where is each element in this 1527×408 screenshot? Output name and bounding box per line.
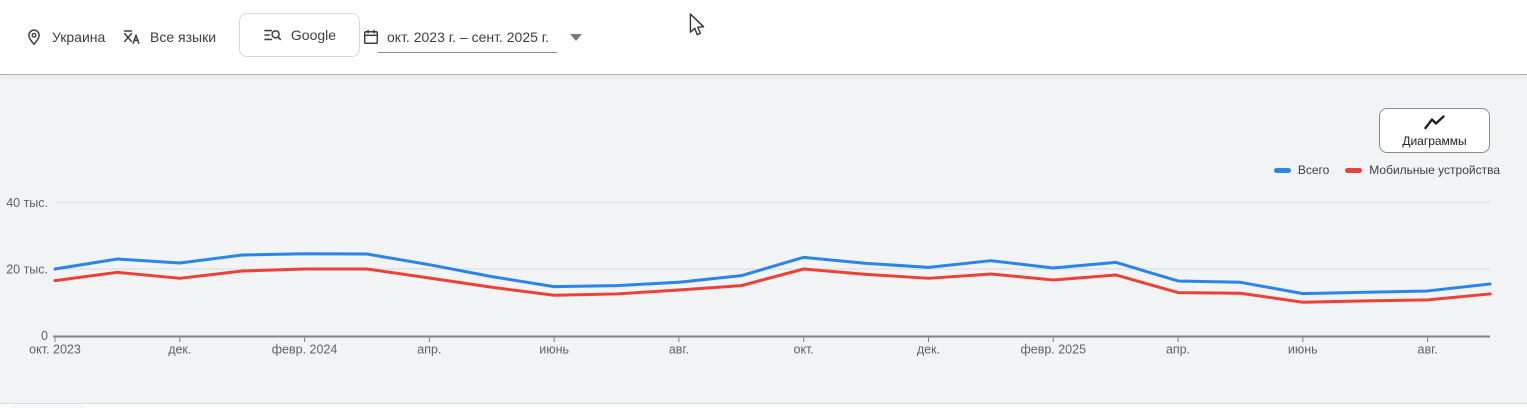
y-axis-tick-label: 0 [41,329,48,343]
legend-item-mobile[interactable]: Мобильные устройства [1345,163,1500,177]
y-axis-tick-label: 40 тыс. [6,196,48,210]
series-line-total[interactable] [53,252,1492,296]
x-axis-tick-label: дек. [168,343,191,357]
legend-item-total[interactable]: Всего [1273,163,1330,177]
x-axis-tick-label: окт. 2023 [29,343,81,357]
x-axis-tick-label: дек. [917,343,940,357]
x-axis-tick-label: февр. 2024 [272,343,338,357]
search-network-icon [264,29,282,41]
x-axis-tick-label: окт. [794,343,814,357]
legend-swatch-mobile [1345,167,1363,173]
x-axis-tick-label: авг. [1418,343,1438,357]
line-chart-icon [1424,114,1445,129]
filters-toolbar: Украина Все языки [0,0,1527,75]
legend-label-total: Всего [1297,163,1330,177]
trend-chart-panel: 0 20 тыс. 40 тыс. окт. 2023 дек. февр. 2024 ап… [0,77,1527,403]
language-filter-label: Все языки [150,29,217,45]
network-filter-label: Google [290,27,337,43]
x-axis-tick-label: апр. [417,343,441,357]
network-filter[interactable]: Google [239,13,360,57]
series-line-mobile[interactable] [53,267,1492,304]
location-filter-label: Украина [52,29,106,45]
x-axis-tick-label: апр. [1166,343,1190,357]
date-range-label: окт. 2023 г. – сент. 2025 г. [387,29,550,45]
x-axis-tick-label: июнь [1288,343,1318,357]
date-range-underline [378,52,557,53]
search-volume-trend-chart[interactable]: 0 20 тыс. 40 тыс. окт. 2023 дек. февр. 2024 ап… [0,77,1527,403]
date-range-filter[interactable]: окт. 2023 г. – сент. 2025 г. [362,0,583,74]
content-below-divider [0,403,1527,408]
x-axis-tick-label: авг. [669,343,689,357]
calendar-icon [363,29,379,45]
x-axis-tick-label: июнь [539,343,569,357]
partial-element-below-fold [10,405,86,408]
legend-label-mobile: Мобильные устройства [1369,163,1500,177]
location-pin-icon [28,29,40,46]
legend-swatch-total [1273,167,1291,173]
location-filter[interactable]: Украина [25,0,105,74]
charts-toggle-button[interactable]: Диаграммы [1379,108,1490,153]
charts-button-label: Диаграммы [1402,133,1467,148]
chevron-down-icon[interactable] [570,33,583,41]
x-axis-tick-label: февр. 2025 [1020,343,1086,357]
translate-icon [123,30,140,45]
y-axis-tick-label: 20 тыс. [6,263,48,277]
chart-legend: Всего Мобильные устройства [1273,163,1500,177]
language-filter[interactable]: Все языки [122,0,216,74]
